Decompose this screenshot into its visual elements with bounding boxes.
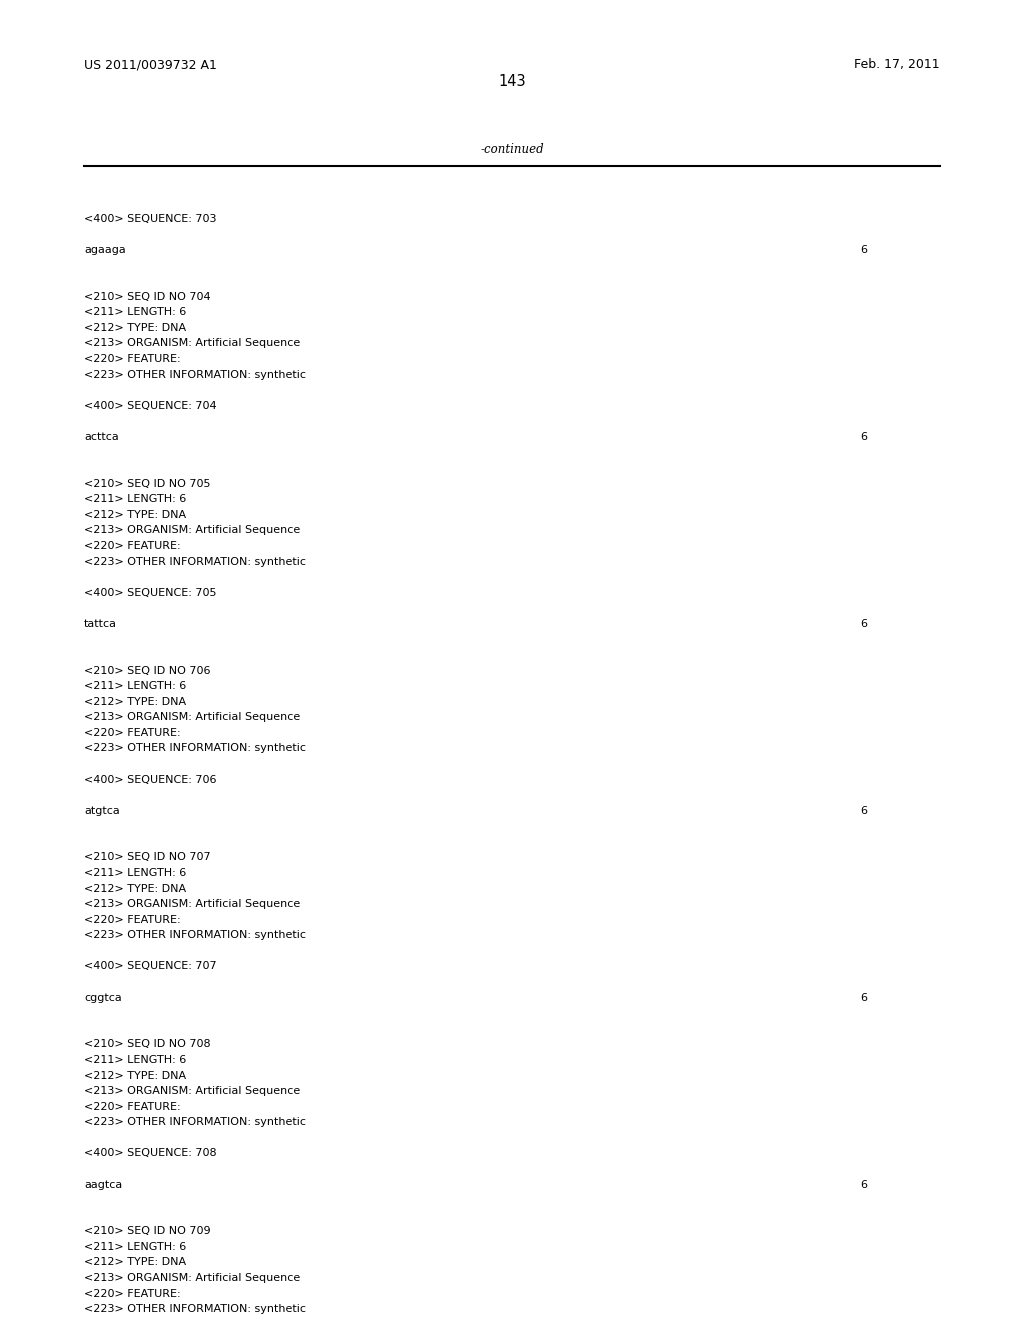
Text: Feb. 17, 2011: Feb. 17, 2011	[854, 58, 940, 71]
Text: <210> SEQ ID NO 706: <210> SEQ ID NO 706	[84, 665, 211, 676]
Text: <220> FEATURE:: <220> FEATURE:	[84, 541, 180, 550]
Text: 143: 143	[499, 74, 525, 88]
Text: <400> SEQUENCE: 703: <400> SEQUENCE: 703	[84, 214, 216, 224]
Text: <213> ORGANISM: Artificial Sequence: <213> ORGANISM: Artificial Sequence	[84, 1086, 300, 1096]
Text: US 2011/0039732 A1: US 2011/0039732 A1	[84, 58, 217, 71]
Text: acttca: acttca	[84, 432, 119, 442]
Text: <212> TYPE: DNA: <212> TYPE: DNA	[84, 1258, 186, 1267]
Text: <211> LENGTH: 6: <211> LENGTH: 6	[84, 308, 186, 317]
Text: <220> FEATURE:: <220> FEATURE:	[84, 354, 180, 364]
Text: <400> SEQUENCE: 704: <400> SEQUENCE: 704	[84, 401, 217, 411]
Text: <220> FEATURE:: <220> FEATURE:	[84, 915, 180, 925]
Text: <223> OTHER INFORMATION: synthetic: <223> OTHER INFORMATION: synthetic	[84, 557, 306, 566]
Text: 6: 6	[860, 805, 867, 816]
Text: <211> LENGTH: 6: <211> LENGTH: 6	[84, 681, 186, 692]
Text: <212> TYPE: DNA: <212> TYPE: DNA	[84, 697, 186, 706]
Text: <400> SEQUENCE: 707: <400> SEQUENCE: 707	[84, 961, 217, 972]
Text: <400> SEQUENCE: 705: <400> SEQUENCE: 705	[84, 587, 216, 598]
Text: <223> OTHER INFORMATION: synthetic: <223> OTHER INFORMATION: synthetic	[84, 931, 306, 940]
Text: 6: 6	[860, 246, 867, 255]
Text: <211> LENGTH: 6: <211> LENGTH: 6	[84, 1242, 186, 1251]
Text: atgtca: atgtca	[84, 805, 120, 816]
Text: <211> LENGTH: 6: <211> LENGTH: 6	[84, 494, 186, 504]
Text: <211> LENGTH: 6: <211> LENGTH: 6	[84, 869, 186, 878]
Text: <223> OTHER INFORMATION: synthetic: <223> OTHER INFORMATION: synthetic	[84, 370, 306, 380]
Text: <213> ORGANISM: Artificial Sequence: <213> ORGANISM: Artificial Sequence	[84, 713, 300, 722]
Text: <210> SEQ ID NO 704: <210> SEQ ID NO 704	[84, 292, 211, 302]
Text: <400> SEQUENCE: 706: <400> SEQUENCE: 706	[84, 775, 216, 784]
Text: <210> SEQ ID NO 705: <210> SEQ ID NO 705	[84, 479, 211, 488]
Text: <213> ORGANISM: Artificial Sequence: <213> ORGANISM: Artificial Sequence	[84, 1272, 300, 1283]
Text: <223> OTHER INFORMATION: synthetic: <223> OTHER INFORMATION: synthetic	[84, 743, 306, 754]
Text: <210> SEQ ID NO 708: <210> SEQ ID NO 708	[84, 1039, 211, 1049]
Text: agaaga: agaaga	[84, 246, 126, 255]
Text: <210> SEQ ID NO 709: <210> SEQ ID NO 709	[84, 1226, 211, 1237]
Text: 6: 6	[860, 619, 867, 628]
Text: <223> OTHER INFORMATION: synthetic: <223> OTHER INFORMATION: synthetic	[84, 1117, 306, 1127]
Text: <220> FEATURE:: <220> FEATURE:	[84, 1288, 180, 1299]
Text: <212> TYPE: DNA: <212> TYPE: DNA	[84, 883, 186, 894]
Text: 6: 6	[860, 432, 867, 442]
Text: <212> TYPE: DNA: <212> TYPE: DNA	[84, 323, 186, 333]
Text: 6: 6	[860, 993, 867, 1003]
Text: <213> ORGANISM: Artificial Sequence: <213> ORGANISM: Artificial Sequence	[84, 338, 300, 348]
Text: <220> FEATURE:: <220> FEATURE:	[84, 727, 180, 738]
Text: <400> SEQUENCE: 708: <400> SEQUENCE: 708	[84, 1148, 217, 1159]
Text: <210> SEQ ID NO 707: <210> SEQ ID NO 707	[84, 853, 211, 862]
Text: <212> TYPE: DNA: <212> TYPE: DNA	[84, 510, 186, 520]
Text: <223> OTHER INFORMATION: synthetic: <223> OTHER INFORMATION: synthetic	[84, 1304, 306, 1315]
Text: -continued: -continued	[480, 143, 544, 156]
Text: <213> ORGANISM: Artificial Sequence: <213> ORGANISM: Artificial Sequence	[84, 899, 300, 909]
Text: 6: 6	[860, 1180, 867, 1189]
Text: <213> ORGANISM: Artificial Sequence: <213> ORGANISM: Artificial Sequence	[84, 525, 300, 536]
Text: cggtca: cggtca	[84, 993, 122, 1003]
Text: <212> TYPE: DNA: <212> TYPE: DNA	[84, 1071, 186, 1081]
Text: <220> FEATURE:: <220> FEATURE:	[84, 1102, 180, 1111]
Text: <211> LENGTH: 6: <211> LENGTH: 6	[84, 1055, 186, 1065]
Text: aagtca: aagtca	[84, 1180, 122, 1189]
Text: tattca: tattca	[84, 619, 117, 628]
